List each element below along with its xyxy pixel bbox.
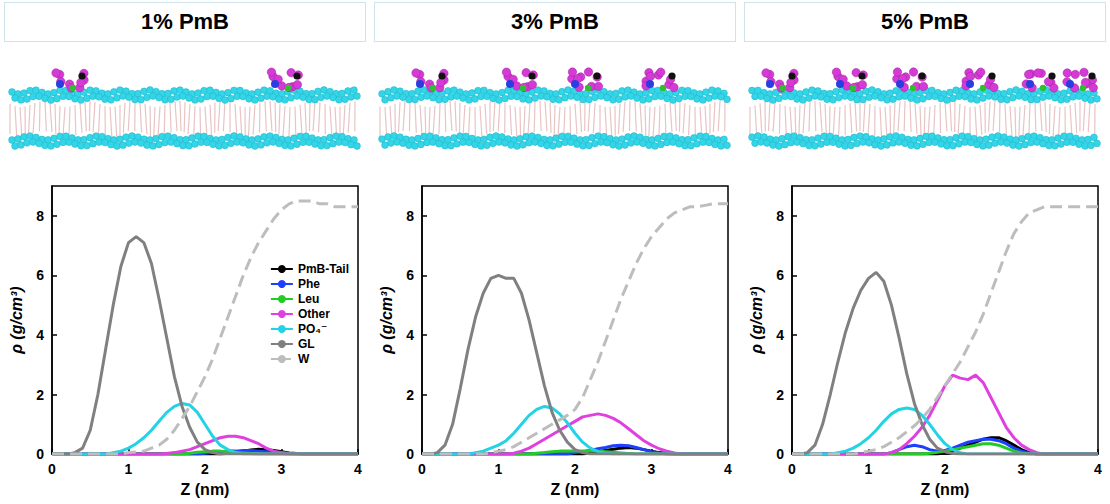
svg-text:ρ (g/cm³): ρ (g/cm³) [8,286,25,354]
svg-text:Z (nm): Z (nm) [181,481,230,498]
svg-text:Phe: Phe [298,277,320,291]
svg-text:6: 6 [406,267,414,283]
svg-text:PO₄⁻: PO₄⁻ [298,322,327,336]
svg-text:2: 2 [571,461,579,477]
svg-text:8: 8 [406,208,414,224]
svg-text:4: 4 [36,327,44,343]
svg-text:6: 6 [36,267,44,283]
svg-text:4: 4 [724,461,732,477]
svg-text:0: 0 [36,446,44,462]
svg-text:2: 2 [36,387,44,403]
svg-text:0: 0 [48,461,56,477]
svg-text:W: W [298,352,310,366]
html-text:1% PmB: 1% PmB [141,9,229,34]
svg-text:2: 2 [776,387,784,403]
svg-text:6: 6 [776,267,784,283]
svg-text:1: 1 [865,461,873,477]
svg-text:3: 3 [278,461,286,477]
svg-text:PmB-Tail: PmB-Tail [298,262,349,276]
svg-text:Z (nm): Z (nm) [551,481,600,498]
svg-text:4: 4 [354,461,362,477]
svg-text:0: 0 [776,446,784,462]
svg-text:0: 0 [418,461,426,477]
svg-text:3: 3 [648,461,656,477]
svg-text:2: 2 [201,461,209,477]
svg-text:ρ (g/cm³): ρ (g/cm³) [378,286,395,354]
svg-text:1: 1 [495,461,503,477]
svg-text:0: 0 [406,446,414,462]
svg-text:3: 3 [1018,461,1026,477]
svg-text:0: 0 [788,461,796,477]
svg-text:4: 4 [776,327,784,343]
svg-text:1: 1 [125,461,133,477]
svg-text:4: 4 [1094,461,1102,477]
svg-text:Other: Other [298,307,330,321]
svg-text:8: 8 [36,208,44,224]
svg-text:2: 2 [406,387,414,403]
html-text:3% PmB: 3% PmB [511,9,599,34]
svg-text:ρ (g/cm³): ρ (g/cm³) [748,286,765,354]
svg-text:8: 8 [776,208,784,224]
svg-text:2: 2 [941,461,949,477]
html-text:5% PmB: 5% PmB [881,9,969,34]
svg-text:4: 4 [406,327,414,343]
svg-text:Leu: Leu [298,292,319,306]
svg-text:Z (nm): Z (nm) [921,481,970,498]
svg-text:GL: GL [298,337,315,351]
